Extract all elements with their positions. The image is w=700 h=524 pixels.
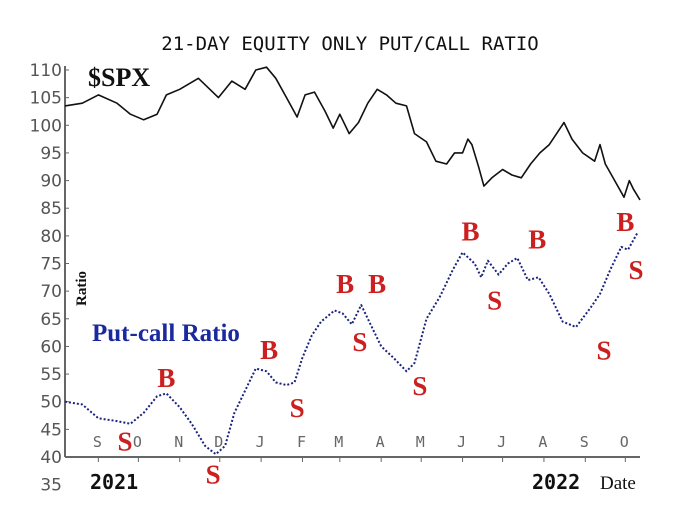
y-tick-label: 50: [40, 393, 62, 413]
y-tick-label: 95: [40, 144, 62, 164]
x-tick-label: A: [376, 433, 385, 451]
y-tick-label: 40: [40, 448, 62, 468]
sell-signal-marker: S: [290, 393, 305, 423]
y-tick-label: 85: [40, 199, 62, 219]
sell-signal-marker: S: [118, 426, 133, 456]
series-lines: [64, 66, 641, 456]
x-tick-label: J: [256, 433, 265, 451]
x-tick-label: A: [538, 433, 547, 451]
y-tick-label: 55: [40, 365, 62, 385]
x-tick-label: M: [334, 433, 343, 451]
x-tick-label: D: [214, 433, 223, 451]
y-tick-label: 90: [40, 172, 62, 192]
y-tick-label: 60: [40, 337, 62, 357]
y-tick-label: 65: [40, 310, 62, 330]
x-tick-label: O: [620, 433, 629, 451]
buy-signal-marker: B: [157, 363, 175, 393]
y-tick-label: 75: [40, 255, 62, 275]
sell-signal-marker: S: [206, 460, 221, 490]
x-tick-label: N: [174, 433, 183, 451]
year-label-2022: 2022: [532, 470, 580, 494]
x-tick-label: S: [93, 433, 102, 451]
sell-signal-marker: S: [487, 285, 502, 315]
sell-signal-marker: S: [628, 255, 643, 285]
x-tick-label: M: [416, 433, 425, 451]
x-tick-label: J: [497, 433, 506, 451]
buy-signal-marker: B: [462, 216, 480, 246]
y-tick-label: 110: [30, 61, 62, 81]
sell-signal-marker: S: [352, 327, 367, 357]
spx-line: [64, 66, 641, 201]
put-call-ratio-line: [64, 232, 639, 456]
year-label-2021: 2021: [90, 470, 138, 494]
y-tick-label: 45: [40, 420, 62, 440]
x-tick-label: O: [133, 433, 142, 451]
x-axis-label: Date: [600, 473, 636, 494]
ratio-series-label: Put-call Ratio: [92, 320, 240, 347]
y-axis: 110 105 100 95 90 85 80 75 70 65 60 55 50 45 40 35: [30, 61, 69, 496]
y-tick-label: 80: [40, 227, 62, 247]
sell-signal-marker: S: [596, 336, 611, 366]
x-tick-label: S: [580, 433, 589, 451]
buy-signal-marker: B: [260, 335, 278, 365]
x-tick-label: J: [457, 433, 466, 451]
x-tick-label: F: [297, 433, 306, 451]
y-axis-label: Ratio: [74, 271, 90, 306]
y-tick-label: 35: [40, 476, 62, 496]
y-tick-label: 70: [40, 282, 62, 302]
sell-signal-marker: S: [412, 371, 427, 401]
y-tick-label: 100: [30, 116, 62, 136]
buy-signal-marker: B: [616, 207, 634, 237]
y-tick-label: 105: [30, 89, 62, 109]
spx-series-label: $SPX: [88, 63, 150, 92]
chart-title: 21-DAY EQUITY ONLY PUT/CALL RATIO: [161, 33, 539, 55]
buy-signal-marker: B: [368, 269, 386, 299]
buy-signal-marker: B: [528, 225, 546, 255]
buy-signal-marker: B: [336, 269, 354, 299]
